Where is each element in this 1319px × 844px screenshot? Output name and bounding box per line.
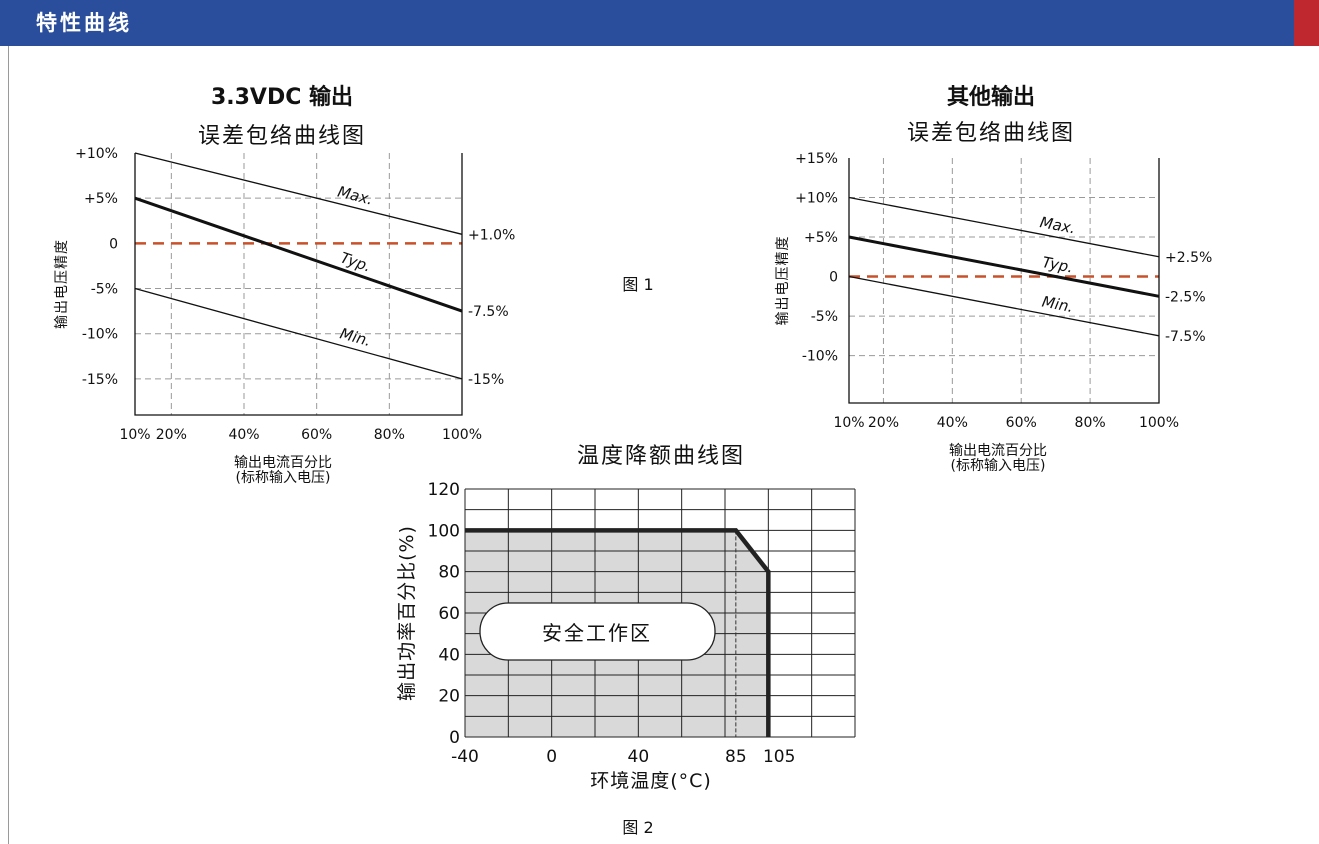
chart1-x-tick-label: 40% — [228, 427, 259, 443]
chart1-heading: 3.3VDC 输出 — [211, 84, 353, 110]
figure-label-1: 图 1 — [622, 275, 653, 294]
chart1-frame — [134, 153, 463, 416]
chart3-y-tick-label: 0 — [449, 728, 460, 748]
chart1-x-axis-label: 输出电流百分比 — [234, 455, 332, 471]
chart3-title: 温度降额曲线图 — [577, 444, 745, 469]
chart2-x-axis-sublabel: (标称输入电压) — [951, 458, 1046, 474]
chart3-y-tick-label: 100 — [428, 521, 460, 541]
chart2-y-tick-label: +5% — [804, 230, 838, 246]
chart3-x-tick-label: 105 — [763, 747, 795, 767]
chart2-series-label: Max. — [1038, 213, 1077, 237]
chart1-series-line-typ — [134, 196, 463, 313]
chart2-title: 误差包络曲线图 — [907, 121, 1075, 146]
chart3-x-axis-label: 环境温度(°C) — [590, 770, 712, 792]
chart1-title: 误差包络曲线图 — [198, 124, 366, 149]
chart1-y-tick-label: +5% — [84, 191, 118, 207]
chart1-series-line-max — [134, 152, 463, 235]
chart3-x-tick-label: 0 — [546, 747, 557, 767]
chart2-end-label: -2.5% — [1165, 289, 1206, 305]
chart2-frame — [848, 158, 1160, 404]
chart3-y-tick-label: 20 — [438, 687, 460, 707]
chart2-series-label: Min. — [1041, 293, 1075, 317]
chart2-y-tick-label: -5% — [811, 309, 838, 325]
chart2-y-tick-label: -10% — [802, 349, 838, 365]
chart3-x-tick-label: 85 — [725, 747, 747, 767]
chart1-y-tick-label: 0 — [109, 236, 118, 252]
chart1-x-tick-label: 80% — [374, 427, 405, 443]
chart1-y-tick-label: -5% — [91, 282, 118, 298]
chart3-y-axis-label: 输出功率百分比(%) — [396, 525, 418, 701]
chart2-series-line-min — [848, 275, 1160, 337]
chart2-x-tick-label: 40% — [937, 415, 968, 431]
chart2-series-line-max — [848, 196, 1160, 258]
chart1-end-label: -7.5% — [468, 304, 509, 320]
chart2-x-tick-label: 20% — [868, 415, 899, 431]
chart1-y-tick-label: +10% — [75, 146, 118, 162]
chart3-region-label: 安全工作区 — [542, 621, 652, 645]
chart1-y-tick-label: -10% — [82, 327, 118, 343]
left-border — [8, 46, 9, 844]
chart2-y-tick-label: 0 — [829, 270, 838, 286]
chart1-x-axis-sublabel: (标称输入电压) — [236, 470, 331, 486]
chart3-x-tick-label: 40 — [628, 747, 650, 767]
chart2-end-label: -7.5% — [1165, 329, 1206, 345]
section-header: 特性曲线 — [0, 0, 1319, 46]
chart3-x-tick-label: -40 — [451, 747, 479, 767]
chart3-y-tick-label: 80 — [438, 563, 460, 583]
chart1-x-tick-label: 60% — [301, 427, 332, 443]
chart2-series-line-typ — [848, 235, 1160, 298]
chart1-x-tick-label: 20% — [156, 427, 187, 443]
chart2-x-tick-label: 100% — [1139, 415, 1179, 431]
chart2-y-tick-label: +10% — [795, 191, 838, 207]
chart2-heading: 其他输出 — [947, 84, 1035, 110]
chart2-y-axis-label: 输出电压精度 — [775, 236, 791, 326]
chart1-end-label: +1.0% — [468, 227, 515, 243]
chart2-x-tick-label: 80% — [1075, 415, 1106, 431]
chart3-y-tick-label: 60 — [438, 604, 460, 624]
chart3-derating-curve — [465, 528, 771, 737]
figure-label-2: 图 2 — [622, 818, 653, 837]
chart1-series-line-min — [134, 287, 463, 380]
section-title: 特性曲线 — [36, 11, 132, 35]
chart1-y-axis-label: 输出电压精度 — [54, 239, 70, 329]
chart3-y-tick-label: 120 — [428, 480, 460, 500]
chart1-end-label: -15% — [468, 372, 504, 388]
chart2-series-label: Typ. — [1041, 253, 1075, 276]
chart2-x-tick-label: 10% — [833, 415, 864, 431]
chart2-x-tick-label: 60% — [1006, 415, 1037, 431]
chart3-y-tick-label: 40 — [438, 645, 460, 665]
chart2-end-label: +2.5% — [1165, 250, 1212, 266]
chart1-x-tick-label: 100% — [442, 427, 482, 443]
chart2-x-axis-label: 输出电流百分比 — [949, 443, 1047, 459]
header-accent — [1294, 0, 1319, 46]
chart2-y-tick-label: +15% — [795, 151, 838, 167]
chart1-y-tick-label: -15% — [82, 372, 118, 388]
chart3-region-label-box — [479, 602, 716, 661]
chart1-x-tick-label: 10% — [119, 427, 150, 443]
